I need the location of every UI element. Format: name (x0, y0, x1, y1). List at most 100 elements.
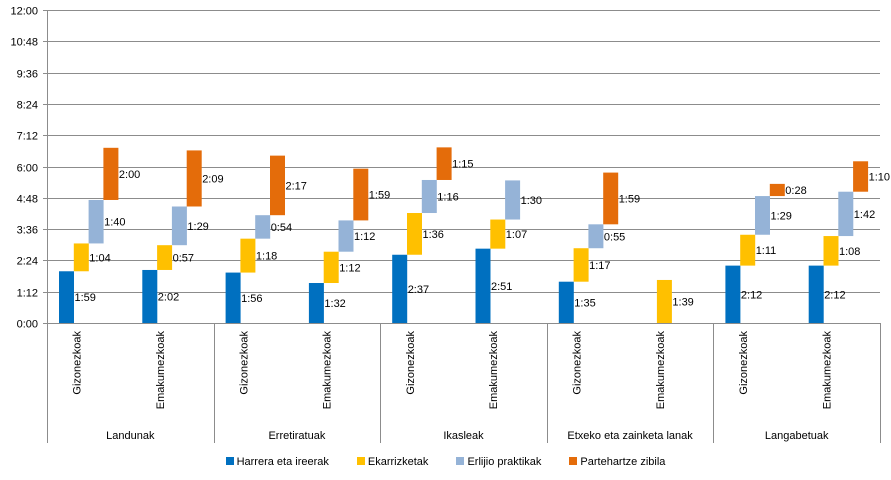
bar-harrera-eta-ireerak (475, 248, 491, 323)
data-label: 1:40 (104, 217, 125, 229)
y-tick-label: 9:36 (17, 69, 38, 81)
bar-erlijio-praktikak (338, 220, 354, 252)
data-label: 1:12 (339, 262, 360, 274)
y-axis-ticks: 0:00 1:12 2:24 3:36 4:48 6:00 7:12 8:24 9:36 10:4… (10, 6, 38, 331)
data-label: 1:56 (241, 293, 262, 305)
data-label: 0:57 (173, 253, 194, 265)
legend-item: Erlijio praktikak (456, 456, 541, 468)
bar-partehartze-zibila (769, 183, 785, 197)
bar-erlijio-praktikak (838, 191, 854, 237)
data-label: 1:36 (423, 229, 444, 241)
data-label: 1:59 (369, 190, 390, 202)
data-label: 1:59 (619, 193, 640, 205)
data-label: 1:35 (574, 297, 595, 309)
y-tick-label: 10:48 (10, 37, 38, 49)
bars (59, 147, 869, 323)
y-tick-label: 2:24 (17, 256, 38, 268)
legend-label: Erlijio praktikak (467, 456, 542, 468)
bar-partehartze-zibila (603, 172, 619, 225)
bar-ekarrizketak (323, 251, 339, 284)
bar-ekarrizketak (73, 243, 89, 272)
bar-partehartze-zibila (853, 161, 869, 192)
legend-swatch (569, 457, 578, 465)
x-group-label: Landunak (106, 430, 155, 442)
data-label: 2:12 (741, 289, 762, 301)
data-label: 1:32 (324, 298, 345, 310)
x-category-label: Emakumezkoak (488, 331, 500, 410)
data-label: 1:39 (672, 296, 693, 308)
bar-partehartze-zibila (103, 147, 119, 200)
bar-ekarrizketak (407, 213, 422, 255)
data-label: 2:37 (408, 284, 429, 296)
x-category-label: Emakumezkoak (155, 331, 167, 410)
x-group-label: Erretiratuak (268, 430, 325, 442)
x-group-label: Ikasleak (443, 430, 484, 442)
bar-partehartze-zibila (270, 155, 285, 216)
bar-partehartze-zibila (353, 168, 369, 221)
x-category-label: Emakumezkoak (821, 331, 833, 410)
x-category-label: Gizonezkoak (738, 331, 750, 395)
legend-label: Partehartze zibila (580, 456, 666, 468)
bar-harrera-eta-ireerak (392, 254, 408, 323)
bar-ekarrizketak (823, 236, 839, 266)
bar-ekarrizketak (656, 279, 672, 323)
bar-harrera-eta-ireerak (558, 281, 574, 323)
bar-erlijio-praktikak (255, 215, 271, 239)
bar-harrera-eta-ireerak (725, 265, 741, 323)
x-category-label: Gizonezkoak (72, 331, 84, 395)
data-label: 2:02 (158, 291, 179, 303)
legend-label: Harrera eta ireerak (236, 456, 329, 468)
bar-erlijio-praktikak (588, 224, 604, 249)
chart: 0:00 1:12 2:24 3:36 4:48 6:00 7:12 8:24 9:36 10:4… (10, 6, 891, 443)
bar-ekarrizketak (240, 238, 256, 273)
data-label: 1:07 (506, 229, 527, 241)
data-label: 1:08 (839, 246, 860, 258)
y-tick-label: 3:36 (17, 225, 38, 237)
data-label: 2:00 (119, 169, 140, 181)
legend-label: Ekarrizketak (367, 456, 429, 468)
data-label: 0:55 (604, 231, 625, 243)
bar-erlijio-praktikak (421, 179, 437, 214)
bar-partehartze-zibila (436, 147, 452, 180)
bar-harrera-eta-ireerak (142, 269, 158, 323)
y-tick-label: 4:48 (17, 194, 38, 206)
y-tick-label: 6:00 (17, 163, 38, 175)
legend-item: Partehartze zibila (569, 456, 665, 468)
y-tick-label: 12:00 (10, 6, 38, 18)
x-group-label: Etxeko eta zainketa lanak (567, 430, 693, 442)
data-label: 1:04 (89, 252, 110, 264)
data-label: 2:12 (824, 289, 845, 301)
data-label: 1:29 (187, 221, 208, 233)
bar-erlijio-praktikak (505, 180, 521, 220)
data-label: 1:12 (354, 231, 375, 243)
data-label: 2:51 (491, 281, 512, 293)
data-label: 1:18 (256, 251, 277, 263)
data-label: 0:28 (785, 185, 806, 197)
x-axis: Gizonezkoak Emakumezkoak Landunak Gizonezko… (47, 323, 881, 443)
data-label: 1:59 (75, 292, 96, 304)
legend-swatch (356, 457, 365, 465)
bar-ekarrizketak (740, 234, 756, 266)
data-label: 1:42 (854, 209, 875, 221)
data-label: 1:30 (521, 195, 542, 207)
bar-erlijio-praktikak (88, 199, 104, 244)
gridlines (43, 10, 880, 324)
x-category-label: Emakumezkoak (322, 331, 334, 410)
data-label: 0:54 (271, 222, 292, 234)
bar-partehartze-zibila (186, 150, 202, 207)
bar-harrera-eta-ireerak (59, 271, 74, 323)
bar-harrera-eta-ireerak (225, 272, 241, 323)
y-tick-label: 8:24 (17, 100, 38, 112)
y-tick-label: 7:12 (17, 131, 38, 143)
bar-erlijio-praktikak (171, 206, 187, 246)
data-label: 1:11 (756, 245, 777, 257)
data-label: 1:16 (437, 191, 458, 203)
bar-harrera-eta-ireerak (808, 265, 824, 323)
legend-swatch (225, 457, 234, 465)
y-tick-label: 0:00 (17, 319, 38, 331)
bar-erlijio-praktikak (755, 196, 770, 235)
data-label: 2:17 (286, 180, 307, 192)
x-category-label: Emakumezkoak (655, 331, 667, 410)
bar-ekarrizketak (490, 219, 506, 249)
data-labels: 1:59 1:04 1:40 2:00 2:02 0:57 1:29 2:09 1:56 1:18… (75, 159, 891, 310)
